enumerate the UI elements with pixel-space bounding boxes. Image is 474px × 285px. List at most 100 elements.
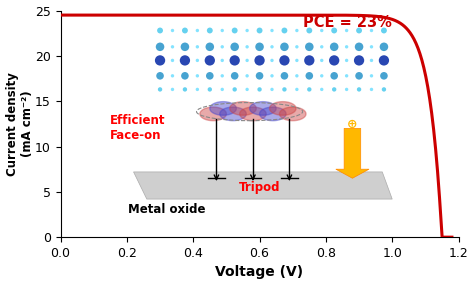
Polygon shape bbox=[134, 172, 392, 199]
Polygon shape bbox=[270, 102, 296, 115]
Point bbox=[193, 74, 201, 78]
Point bbox=[281, 28, 288, 33]
Point bbox=[156, 58, 164, 63]
Point bbox=[306, 28, 313, 33]
Point bbox=[380, 74, 388, 78]
Point bbox=[231, 74, 238, 78]
Point bbox=[306, 74, 313, 78]
Polygon shape bbox=[220, 107, 246, 121]
Point bbox=[281, 74, 288, 78]
Polygon shape bbox=[210, 102, 237, 115]
Point bbox=[380, 44, 388, 49]
Point bbox=[206, 44, 214, 49]
Point bbox=[343, 44, 350, 49]
Point bbox=[343, 74, 350, 78]
Point bbox=[219, 87, 226, 92]
FancyArrow shape bbox=[336, 129, 369, 178]
Point bbox=[219, 44, 226, 49]
Point bbox=[380, 87, 388, 92]
Point bbox=[330, 58, 338, 63]
Polygon shape bbox=[280, 107, 306, 121]
Point bbox=[156, 74, 164, 78]
Point bbox=[231, 58, 238, 63]
Point bbox=[231, 44, 238, 49]
Point bbox=[356, 44, 363, 49]
Point bbox=[268, 87, 276, 92]
Point bbox=[318, 87, 326, 92]
Point bbox=[219, 74, 226, 78]
Point bbox=[206, 58, 214, 63]
Point bbox=[330, 44, 338, 49]
Point bbox=[156, 28, 164, 33]
Point bbox=[243, 58, 251, 63]
Point bbox=[243, 87, 251, 92]
Point bbox=[368, 87, 375, 92]
Point bbox=[368, 28, 375, 33]
Point bbox=[169, 74, 176, 78]
Point bbox=[181, 58, 189, 63]
Point bbox=[293, 74, 301, 78]
Point bbox=[181, 87, 189, 92]
Point bbox=[169, 87, 176, 92]
Point bbox=[193, 87, 201, 92]
Point bbox=[268, 74, 276, 78]
Point bbox=[206, 74, 214, 78]
Polygon shape bbox=[200, 107, 227, 121]
Point bbox=[368, 74, 375, 78]
Point bbox=[343, 58, 350, 63]
X-axis label: Voltage (V): Voltage (V) bbox=[216, 265, 304, 280]
Point bbox=[356, 87, 363, 92]
Polygon shape bbox=[260, 107, 286, 121]
Point bbox=[306, 87, 313, 92]
Text: Metal oxide: Metal oxide bbox=[128, 203, 205, 217]
Point bbox=[219, 58, 226, 63]
Point bbox=[181, 74, 189, 78]
Point bbox=[281, 58, 288, 63]
Point bbox=[256, 74, 264, 78]
Text: PCE = 23%: PCE = 23% bbox=[303, 15, 392, 30]
Polygon shape bbox=[230, 102, 256, 115]
Point bbox=[243, 28, 251, 33]
Polygon shape bbox=[240, 107, 266, 121]
Point bbox=[318, 74, 326, 78]
Point bbox=[318, 28, 326, 33]
Point bbox=[281, 87, 288, 92]
Point bbox=[281, 44, 288, 49]
Point bbox=[243, 44, 251, 49]
Point bbox=[156, 87, 164, 92]
Point bbox=[256, 28, 264, 33]
Point bbox=[330, 28, 338, 33]
Point bbox=[169, 44, 176, 49]
Point bbox=[380, 58, 388, 63]
Point bbox=[368, 58, 375, 63]
Point bbox=[368, 44, 375, 49]
Point bbox=[293, 44, 301, 49]
Point bbox=[231, 28, 238, 33]
Point bbox=[193, 58, 201, 63]
Point bbox=[343, 87, 350, 92]
Point bbox=[256, 58, 264, 63]
Point bbox=[306, 44, 313, 49]
Point bbox=[356, 28, 363, 33]
Point bbox=[318, 58, 326, 63]
Point bbox=[293, 58, 301, 63]
Point bbox=[169, 58, 176, 63]
Point bbox=[268, 44, 276, 49]
Point bbox=[156, 44, 164, 49]
Point bbox=[380, 28, 388, 33]
Point bbox=[169, 28, 176, 33]
Text: ⊕: ⊕ bbox=[347, 118, 358, 131]
Point bbox=[206, 28, 214, 33]
Point bbox=[219, 28, 226, 33]
Point bbox=[256, 87, 264, 92]
Point bbox=[330, 87, 338, 92]
Point bbox=[256, 44, 264, 49]
Y-axis label: Current density
(mA cm⁻²): Current density (mA cm⁻²) bbox=[6, 72, 34, 176]
Point bbox=[318, 44, 326, 49]
Point bbox=[206, 87, 214, 92]
Text: Tripod: Tripod bbox=[239, 181, 280, 194]
Point bbox=[231, 87, 238, 92]
Point bbox=[181, 28, 189, 33]
Polygon shape bbox=[250, 102, 276, 115]
Point bbox=[268, 58, 276, 63]
